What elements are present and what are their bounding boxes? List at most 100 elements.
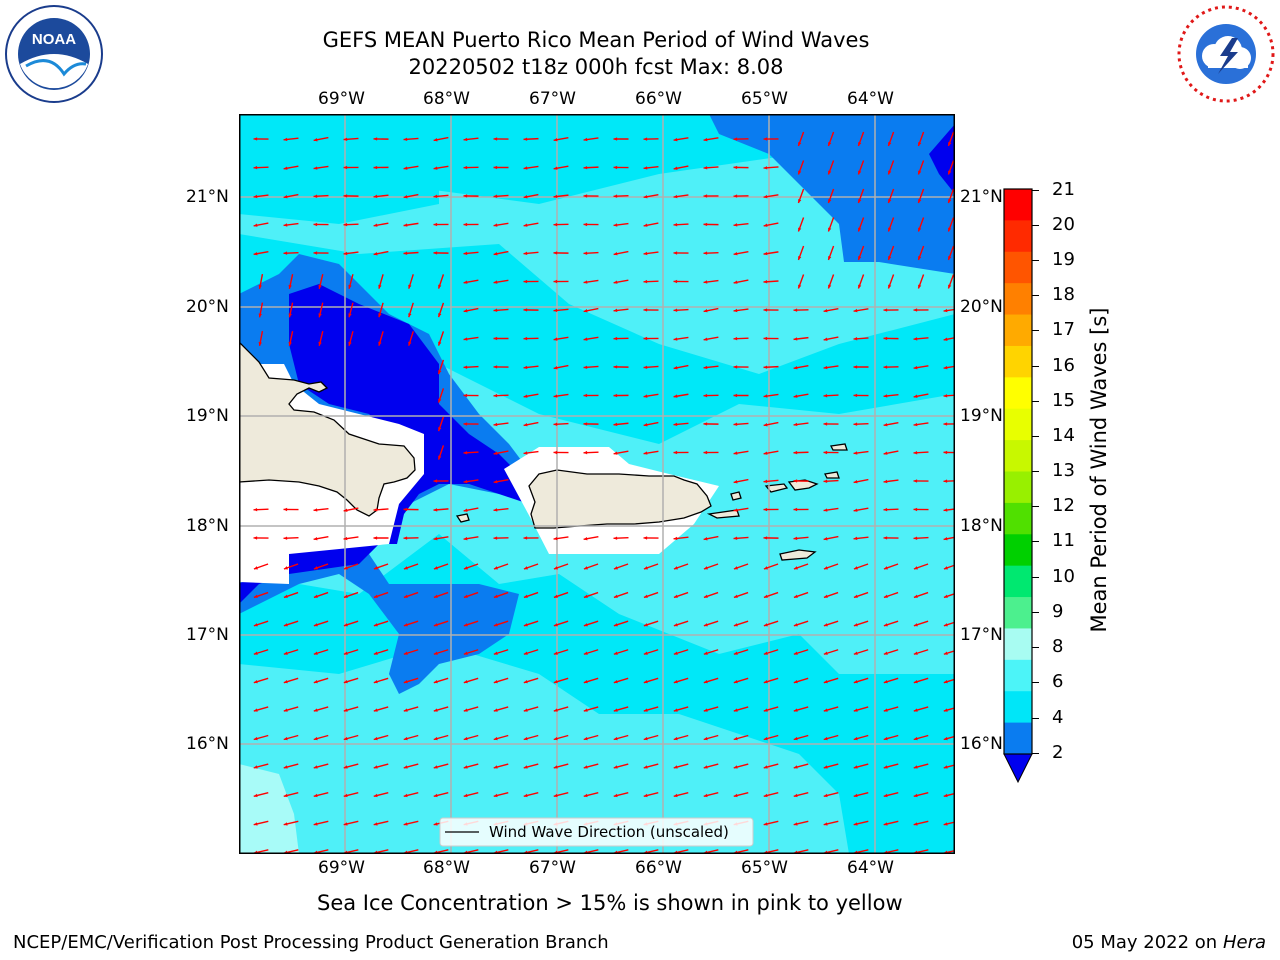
wave-arrow <box>403 165 419 170</box>
machine-name: Hera <box>1222 932 1266 953</box>
wave-arrow <box>797 217 805 232</box>
wave-arrow <box>313 507 329 512</box>
wave-arrow <box>853 792 869 798</box>
wave-arrow <box>887 217 895 232</box>
wave-arrow <box>763 820 779 826</box>
wave-arrow <box>883 450 899 455</box>
wave-arrow <box>403 620 419 627</box>
wave-arrow <box>403 137 419 142</box>
wave-arrow <box>763 479 779 484</box>
wave-arrow <box>643 222 659 227</box>
wave-arrow <box>673 734 689 741</box>
wave-arrow <box>823 649 839 655</box>
land-isla-saona <box>455 513 470 523</box>
wave-arrow <box>763 421 779 427</box>
wave-arrow <box>733 478 749 484</box>
colorbar-band <box>1004 440 1032 472</box>
wave-arrow <box>643 137 659 141</box>
wave-arrow <box>523 137 539 141</box>
wave-arrow <box>343 536 359 541</box>
wave-arrow <box>493 706 509 712</box>
wave-arrow <box>793 364 809 370</box>
wave-arrow <box>553 706 569 712</box>
wave-arrow <box>887 160 895 175</box>
wave-arrow <box>943 678 955 684</box>
wave-arrow <box>343 507 359 512</box>
branch-credit: NCEP/EMC/Verification Post Processing Pr… <box>13 932 609 953</box>
colorbar-band <box>1004 408 1032 441</box>
lat-label-left: 16°N <box>186 734 229 754</box>
colorbar-tick-label: 15 <box>1052 390 1075 411</box>
wave-arrow <box>883 393 899 398</box>
wave-arrow <box>437 388 445 403</box>
wave-arrow <box>857 274 865 289</box>
wave-arrow <box>583 251 599 255</box>
wave-arrow <box>553 364 569 370</box>
colorbar-tick-mark <box>1032 506 1039 507</box>
wave-arrow <box>493 336 509 341</box>
wave-arrow <box>343 165 359 170</box>
wave-arrow <box>793 649 809 655</box>
wave-arrow <box>763 166 779 170</box>
wave-arrow <box>703 706 719 712</box>
wave-arrow <box>673 336 689 341</box>
wave-arrow <box>253 820 269 826</box>
wave-arrow <box>437 331 445 346</box>
wave-arrow <box>493 536 509 540</box>
wave-arrow <box>583 649 599 655</box>
wave-arrow <box>733 677 749 684</box>
wave-arrow <box>433 194 449 199</box>
wave-arrow <box>613 308 629 313</box>
wave-arrow <box>613 763 629 769</box>
colorbar-title: Mean Period of Wind Waves [s] <box>1087 307 1111 633</box>
wave-arrow <box>643 792 659 798</box>
colorbar-tick-mark <box>1032 753 1039 754</box>
wave-arrow <box>433 734 449 741</box>
wave-arrow <box>703 677 719 684</box>
wave-arrow <box>943 508 955 512</box>
lon-label-bottom: 64°W <box>847 858 894 878</box>
wave-arrow <box>797 274 805 289</box>
wave-arrow <box>853 365 869 369</box>
wave-arrow <box>463 336 479 341</box>
wave-arrow <box>703 336 719 341</box>
wave-arrow <box>887 245 895 261</box>
wave-arrow <box>313 763 329 769</box>
wave-arrow <box>283 620 299 627</box>
wave-arrow <box>283 251 299 255</box>
colorbar-tick-mark <box>1032 366 1039 367</box>
colorbar-tick-label: 16 <box>1052 355 1075 376</box>
wave-arrow <box>763 137 779 141</box>
wave-arrow <box>403 193 419 199</box>
wave-arrow <box>703 307 719 313</box>
wave-arrow <box>943 650 955 655</box>
wave-arrow <box>553 763 569 769</box>
wave-arrow <box>887 188 895 204</box>
wave-arrow <box>373 250 389 256</box>
wave-arrow <box>343 763 359 769</box>
wave-arrow <box>583 535 599 541</box>
wave-arrow <box>883 591 899 599</box>
wave-arrow <box>523 450 539 455</box>
wave-arrow <box>313 591 329 599</box>
wave-arrow <box>283 193 299 199</box>
lon-label-top: 67°W <box>529 89 576 109</box>
wave-arrow <box>763 706 779 712</box>
wave-arrow <box>433 165 449 170</box>
wave-arrow <box>793 591 809 599</box>
wave-arrow <box>343 251 359 256</box>
wave-arrow <box>883 365 899 369</box>
wave-arrow <box>433 792 449 798</box>
wave-arrow <box>433 136 449 142</box>
wave-arrow <box>493 649 509 655</box>
wave-arrow <box>643 706 659 712</box>
lat-label-right: 16°N <box>960 734 1003 754</box>
wave-arrow <box>797 188 805 204</box>
wave-arrow <box>373 649 389 655</box>
colorbar-band <box>1004 659 1032 692</box>
wave-arrow <box>378 331 384 346</box>
wave-arrow <box>883 536 899 540</box>
wave-arrow <box>853 507 869 512</box>
colorbar-tick-mark <box>1032 190 1039 191</box>
period-below-2-region <box>239 284 529 604</box>
